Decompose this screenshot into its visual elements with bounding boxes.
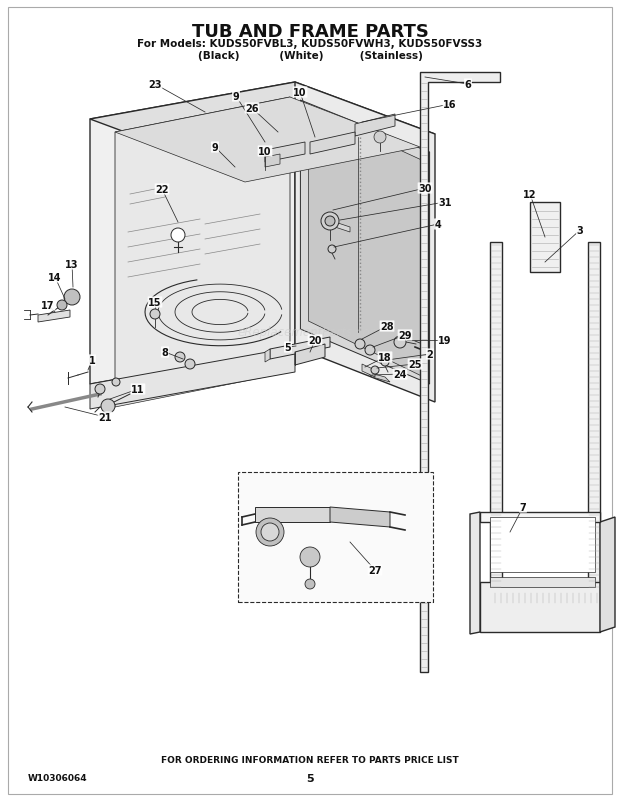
Polygon shape — [115, 98, 290, 392]
Circle shape — [321, 213, 339, 231]
Text: 1: 1 — [89, 355, 95, 366]
Polygon shape — [301, 101, 430, 384]
Text: FOR ORDERING INFORMATION REFER TO PARTS PRICE LIST: FOR ORDERING INFORMATION REFER TO PARTS … — [161, 755, 459, 764]
Text: 30: 30 — [418, 184, 432, 194]
Polygon shape — [480, 582, 600, 632]
Text: 21: 21 — [98, 412, 112, 423]
Text: 19: 19 — [438, 335, 452, 346]
Text: 24: 24 — [393, 370, 407, 379]
Text: For Models: KUDS50FVBL3, KUDS50FVWH3, KUDS50FVSS3: For Models: KUDS50FVBL3, KUDS50FVWH3, KU… — [138, 39, 482, 49]
Polygon shape — [490, 243, 502, 592]
Text: 15: 15 — [148, 298, 162, 308]
Circle shape — [175, 353, 185, 363]
Polygon shape — [310, 133, 355, 155]
Text: 9: 9 — [232, 92, 239, 102]
Polygon shape — [265, 350, 270, 363]
Circle shape — [355, 339, 365, 350]
Circle shape — [150, 310, 160, 320]
Circle shape — [394, 337, 406, 349]
Circle shape — [261, 524, 279, 541]
Text: 27: 27 — [368, 565, 382, 575]
FancyBboxPatch shape — [238, 472, 433, 602]
Polygon shape — [270, 338, 330, 359]
Polygon shape — [115, 98, 420, 183]
Polygon shape — [490, 577, 595, 587]
Polygon shape — [38, 310, 70, 322]
Text: 25: 25 — [408, 359, 422, 370]
Text: (Black)           (White)          (Stainless): (Black) (White) (Stainless) — [198, 51, 422, 61]
Circle shape — [328, 245, 336, 253]
Text: 14: 14 — [48, 273, 62, 282]
Polygon shape — [530, 203, 560, 273]
Text: 20: 20 — [308, 335, 322, 346]
Polygon shape — [308, 109, 422, 376]
Polygon shape — [265, 155, 280, 168]
Text: 28: 28 — [380, 322, 394, 331]
Text: 22: 22 — [155, 184, 169, 195]
Text: 13: 13 — [65, 260, 79, 269]
Circle shape — [95, 384, 105, 395]
Circle shape — [101, 399, 115, 414]
Circle shape — [374, 132, 386, 144]
Text: 17: 17 — [42, 301, 55, 310]
Text: 9: 9 — [211, 143, 218, 153]
Polygon shape — [90, 347, 295, 410]
Polygon shape — [90, 83, 295, 384]
Text: eReplacementParts.com: eReplacementParts.com — [238, 326, 382, 339]
Circle shape — [185, 359, 195, 370]
Text: 11: 11 — [131, 384, 144, 395]
Polygon shape — [470, 512, 480, 634]
Circle shape — [64, 290, 80, 306]
Text: W10306064: W10306064 — [28, 774, 87, 783]
Text: 6: 6 — [464, 80, 471, 90]
Text: 29: 29 — [398, 330, 412, 341]
Text: 2: 2 — [427, 350, 433, 359]
Polygon shape — [355, 115, 395, 137]
Polygon shape — [480, 512, 600, 522]
Text: TUB AND FRAME PARTS: TUB AND FRAME PARTS — [192, 23, 428, 41]
Polygon shape — [265, 143, 305, 163]
Circle shape — [325, 217, 335, 227]
Polygon shape — [490, 592, 600, 604]
Polygon shape — [295, 83, 435, 403]
Polygon shape — [490, 517, 595, 573]
Circle shape — [256, 518, 284, 546]
Text: 12: 12 — [523, 190, 537, 200]
Polygon shape — [335, 223, 350, 233]
Text: 18: 18 — [378, 353, 392, 363]
Text: 10: 10 — [259, 147, 272, 157]
Polygon shape — [330, 508, 390, 528]
Text: 7: 7 — [520, 502, 526, 512]
Text: 26: 26 — [246, 104, 259, 114]
Polygon shape — [295, 345, 325, 366]
Text: 8: 8 — [162, 347, 169, 358]
Text: 31: 31 — [438, 198, 452, 208]
Polygon shape — [90, 83, 435, 172]
Text: 23: 23 — [148, 80, 162, 90]
Polygon shape — [420, 73, 500, 672]
Polygon shape — [255, 508, 330, 522]
Text: 10: 10 — [293, 88, 307, 98]
Polygon shape — [588, 243, 600, 592]
Polygon shape — [362, 365, 375, 378]
Polygon shape — [600, 517, 615, 632]
Circle shape — [112, 379, 120, 387]
Text: 16: 16 — [443, 100, 457, 110]
Polygon shape — [367, 373, 390, 383]
Circle shape — [371, 367, 379, 375]
Text: 5: 5 — [306, 773, 314, 783]
Circle shape — [300, 547, 320, 567]
Circle shape — [365, 346, 375, 355]
Text: 4: 4 — [435, 220, 441, 229]
Circle shape — [171, 229, 185, 243]
Circle shape — [57, 301, 67, 310]
Circle shape — [305, 579, 315, 589]
Text: 3: 3 — [577, 225, 583, 236]
Polygon shape — [115, 358, 290, 407]
Circle shape — [381, 358, 389, 367]
Text: 5: 5 — [285, 342, 291, 353]
